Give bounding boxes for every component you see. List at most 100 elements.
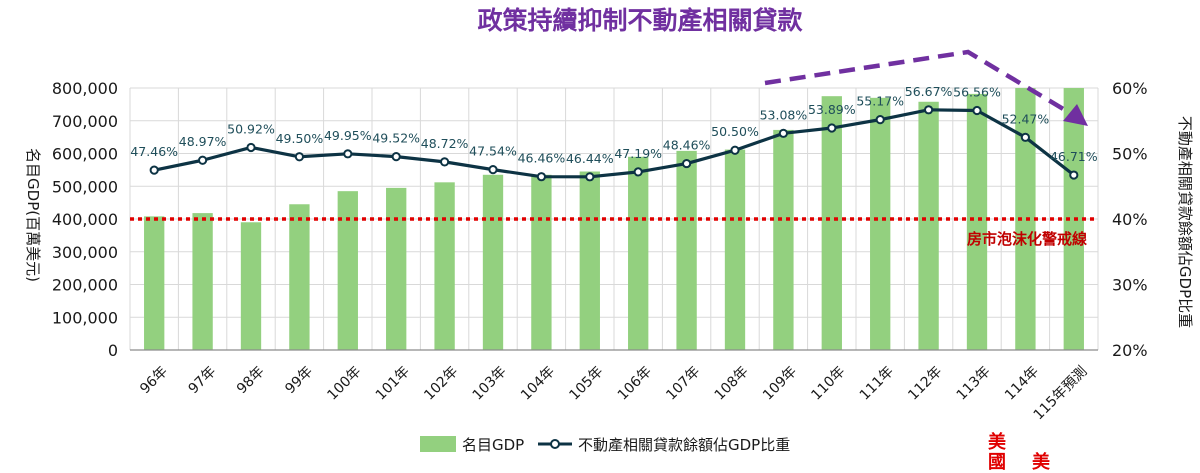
gdp-bar: [724, 149, 746, 350]
chart-headline: 政策持續抑制不動產相關貸款: [477, 6, 803, 35]
x-tick-label: 113年: [954, 363, 994, 403]
ratio-point: [149, 165, 159, 175]
y-tick-label: 800,000: [52, 79, 118, 98]
x-tick-label: 114年: [1002, 363, 1042, 403]
ratio-data-label: 48.72%: [421, 136, 469, 151]
gdp-bar: [918, 101, 939, 350]
ratio-data-label: 52.47%: [1002, 111, 1050, 126]
y2-tick-label: 20%: [1112, 341, 1148, 360]
ratio-point: [1069, 170, 1079, 180]
x-tick-label: 102年: [421, 363, 461, 403]
ratio-data-label: 53.08%: [760, 107, 808, 122]
gdp-bar: [240, 222, 262, 350]
gdp-bar: [870, 97, 891, 350]
x-tick-label: 99年: [282, 363, 316, 397]
gdp-bar: [1063, 88, 1084, 350]
warning-line-label: 房市泡沫化警戒線: [967, 230, 1087, 248]
legend-bar-swatch: [420, 436, 456, 452]
gdp-bar: [192, 213, 213, 350]
ratio-data-label: 50.92%: [227, 121, 275, 136]
y-tick-label: 400,000: [52, 210, 118, 229]
x-tick-label: 105年: [566, 363, 606, 403]
legend-line-marker: [550, 439, 560, 449]
y-tick-label: 100,000: [52, 308, 118, 327]
y2-axis-title: 不動產相關貸款餘額佔GDP比重: [1176, 116, 1194, 328]
legend-bar-label: 名目GDP: [462, 436, 524, 454]
trend-arrow-line: [764, 49, 1077, 118]
ratio-data-label: 48.97%: [179, 134, 227, 149]
ratio-data-label: 49.52%: [372, 131, 420, 146]
x-tick-label: 108年: [712, 363, 752, 403]
trend-arrow-head: [1063, 104, 1088, 126]
ratio-point: [682, 158, 692, 169]
gdp-bar: [676, 150, 697, 350]
ratio-data-label: 46.44%: [566, 151, 614, 166]
gdp-bar: [966, 93, 988, 351]
ratio-data-label: 56.56%: [953, 85, 1001, 100]
gdp-bar: [821, 96, 842, 350]
x-tick-label: 109年: [760, 363, 800, 403]
ratio-data-label: 47.54%: [469, 144, 517, 159]
ratio-point: [778, 128, 789, 138]
gdp-bar: [1015, 88, 1036, 350]
ratio-point: [730, 145, 740, 155]
ratio-data-label: 53.89%: [808, 102, 856, 117]
data-labels: 47.46%48.97%50.92%49.50% 49.95% 49.52% 48.7…: [130, 84, 1097, 166]
gdp-bar: [531, 174, 552, 350]
legend: 名目GDP 不動產相關貸款餘額佔GDP比重: [420, 436, 790, 454]
x-tick-label: 96年: [137, 363, 171, 397]
y2-tick-label: 50%: [1112, 145, 1148, 164]
ratio-data-label: 47.46%: [130, 144, 178, 159]
gdp-bar: [144, 216, 165, 350]
ratio-point: [1020, 132, 1031, 142]
line-series: [149, 105, 1079, 182]
x-tick-label: 104年: [518, 363, 558, 403]
ratio-data-label: 49.95%: [324, 128, 372, 143]
ratio-data-label: 55.17%: [856, 94, 904, 109]
x-tick-label: 112年: [905, 363, 945, 403]
ratio-point: [827, 123, 837, 133]
x-tick-label: 103年: [470, 363, 510, 403]
y2-axis-title-group: 不動產相關貸款餘額佔GDP比重: [1176, 116, 1194, 328]
ratio-line: [153, 108, 1075, 179]
trend-arrow: [764, 49, 1088, 126]
y-tick-label: 0: [108, 341, 118, 360]
ratio-point: [391, 152, 401, 162]
ratio-point: [198, 155, 208, 165]
x-tick-label: 101年: [373, 363, 413, 403]
ratio-point: [972, 105, 982, 116]
gdp-bar: [289, 204, 310, 350]
ratio-point: [633, 167, 643, 177]
corner-red-text-3: 美: [1032, 451, 1050, 473]
ratio-point: [343, 149, 353, 159]
gdp-bar: [579, 171, 600, 350]
ratio-point: [536, 172, 547, 182]
x-tick-label: 111年: [857, 363, 897, 403]
ratio-point: [488, 165, 498, 175]
bar-series: [144, 88, 1084, 351]
y2-tick-label: 30%: [1112, 276, 1148, 295]
x-tick-label: 97年: [186, 363, 220, 397]
gdp-bar: [482, 174, 504, 350]
y-tick-label: 300,000: [52, 243, 118, 262]
legend-line-label: 不動產相關貸款餘額佔GDP比重: [578, 436, 790, 454]
ratio-data-label: 56.67%: [905, 84, 953, 99]
ratio-point: [924, 105, 934, 115]
gdp-bar: [337, 191, 358, 350]
ratio-data-label: 46.46%: [518, 151, 566, 166]
y-axis-title-group: 名目GDP(百萬美元): [24, 148, 42, 282]
ratio-point: [585, 172, 595, 182]
y2-axis-title-text: 不動產相關貸款餘額佔GDP比重: [1176, 116, 1194, 328]
y-axis-title: 名目GDP(百萬美元): [24, 148, 42, 282]
y2-tick-label: 60%: [1112, 79, 1148, 98]
y2-tick-label: 40%: [1112, 210, 1148, 229]
x-tick-label: 100年: [324, 363, 364, 403]
ratio-point: [246, 142, 256, 153]
x-tick-label: 106年: [615, 363, 655, 403]
ratio-data-label: 46.71%: [1050, 149, 1098, 164]
ratio-point: [294, 152, 304, 162]
ratio-point: [875, 115, 885, 125]
y-tick-label: 600,000: [52, 145, 118, 164]
x-tick-label: 107年: [663, 363, 703, 403]
